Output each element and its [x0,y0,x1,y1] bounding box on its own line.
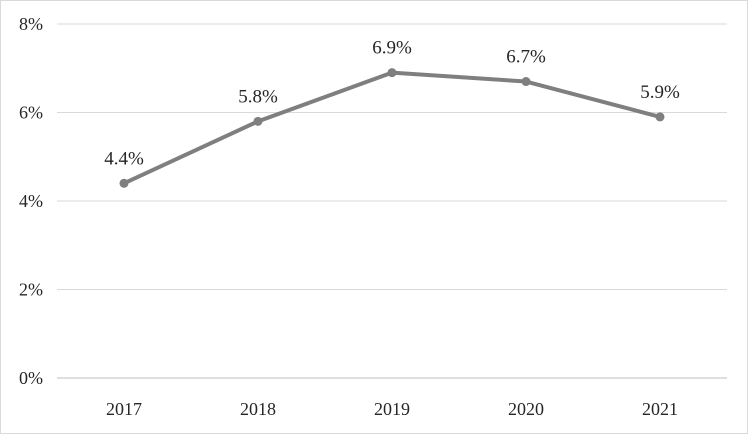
data-label: 5.8% [238,86,278,107]
data-point [119,178,129,188]
x-axis-tick-labels: 2017 2018 2019 2020 2021 [106,399,678,419]
y-tick-label: 0% [19,368,43,388]
data-point [387,68,397,78]
y-tick-label: 8% [19,14,43,34]
x-tick-label: 2020 [508,399,544,419]
series-line [122,70,662,186]
gridlines [57,23,727,379]
data-label: 6.7% [506,47,546,68]
x-tick-label: 2021 [642,399,678,419]
x-tick-label: 2019 [374,399,410,419]
data-label: 4.4% [104,148,144,169]
data-labels: 4.4% 5.8% 6.9% 6.7% 5.9% [104,38,680,170]
data-label: 5.9% [640,82,680,103]
x-tick-label: 2018 [240,399,276,419]
data-point [521,77,531,87]
data-point [655,112,665,122]
data-point [253,116,263,126]
data-label: 6.9% [372,38,412,59]
x-tick-label: 2017 [106,399,142,419]
y-tick-label: 6% [19,103,43,123]
y-tick-label: 4% [19,191,43,211]
y-tick-label: 2% [19,280,43,300]
series-line-group [119,68,665,188]
y-axis-tick-labels: 0% 2% 4% 6% 8% [19,14,43,388]
